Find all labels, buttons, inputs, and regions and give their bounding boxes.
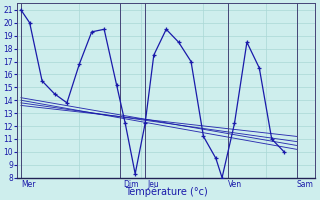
Text: Dim: Dim (123, 180, 138, 189)
X-axis label: Température (°c): Température (°c) (125, 186, 208, 197)
Text: Sam: Sam (297, 180, 313, 189)
Text: Ven: Ven (228, 180, 242, 189)
Text: Jeu: Jeu (148, 180, 159, 189)
Text: Mer: Mer (21, 180, 36, 189)
